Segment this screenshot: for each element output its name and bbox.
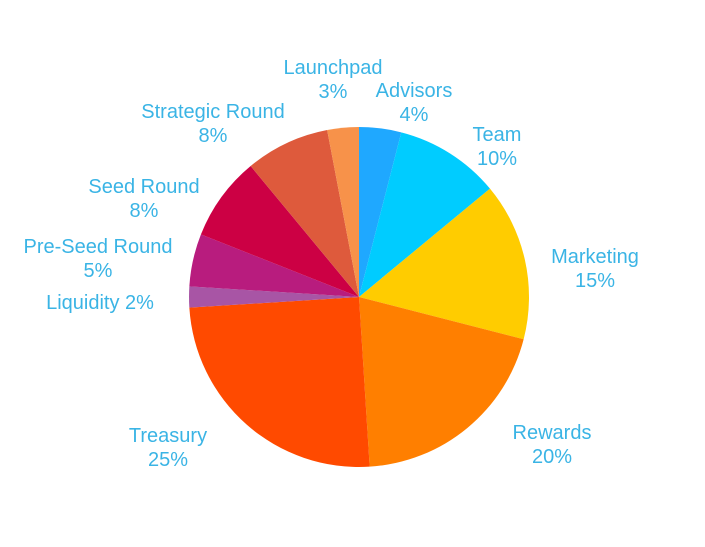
slice-label-percent: 25% <box>148 449 188 471</box>
slice-label-percent: 8% <box>199 125 228 147</box>
pie-slice-advisors <box>359 127 402 297</box>
slice-label-team: Team 10% <box>473 124 522 170</box>
pie-slice-treasury <box>189 297 370 467</box>
slice-label-percent: 20% <box>532 446 572 468</box>
slice-label-pre-seed-round: Pre-Seed Round 5% <box>24 236 173 282</box>
pie-slice-pre-seed-round <box>189 234 359 297</box>
slice-label-name: Liquidity 2% <box>46 292 154 314</box>
slice-label-percent: 8% <box>130 200 159 222</box>
slice-label-seed-round: Seed Round 8% <box>88 176 199 222</box>
pie-slice-strategic-round <box>250 130 359 297</box>
slice-label-name: Treasury <box>129 425 207 447</box>
slice-label-rewards: Rewards 20% <box>513 422 592 468</box>
slice-label-name: Rewards <box>513 422 592 444</box>
pie-slice-team <box>359 132 490 297</box>
slice-label-marketing: Marketing 15% <box>551 246 639 292</box>
slice-label-name: Pre-Seed Round <box>24 236 173 258</box>
slice-label-name: Marketing <box>551 246 639 268</box>
slice-label-name: Launchpad <box>284 57 383 79</box>
pie-slice-seed-round <box>200 166 359 297</box>
slice-label-name: Advisors <box>376 80 453 102</box>
pie-slice-rewards <box>359 297 524 467</box>
pie-slice-launchpad <box>327 127 359 297</box>
slice-label-percent: 5% <box>84 260 113 282</box>
slice-label-percent: 15% <box>575 270 615 292</box>
slice-label-liquidity: Liquidity 2% <box>46 292 154 314</box>
pie-slices <box>189 127 530 467</box>
pie-labels: Advisors 4% Team 10% Marketing 15% Rewards 20% T… <box>24 57 639 471</box>
slice-label-percent: 3% <box>319 81 348 103</box>
slice-label-launchpad: Launchpad 3% <box>284 57 383 103</box>
slice-label-treasury: Treasury 25% <box>129 425 207 471</box>
slice-label-strategic-round: Strategic Round 8% <box>141 101 284 147</box>
pie-slice-liquidity <box>189 286 359 308</box>
slice-label-name: Team <box>473 124 522 146</box>
slice-label-advisors: Advisors 4% <box>376 80 453 126</box>
slice-label-name: Strategic Round <box>141 101 284 123</box>
slice-label-percent: 4% <box>400 104 429 126</box>
slice-label-percent: 10% <box>477 148 517 170</box>
pie-slice-marketing <box>359 188 530 340</box>
slice-label-name: Seed Round <box>88 176 199 198</box>
